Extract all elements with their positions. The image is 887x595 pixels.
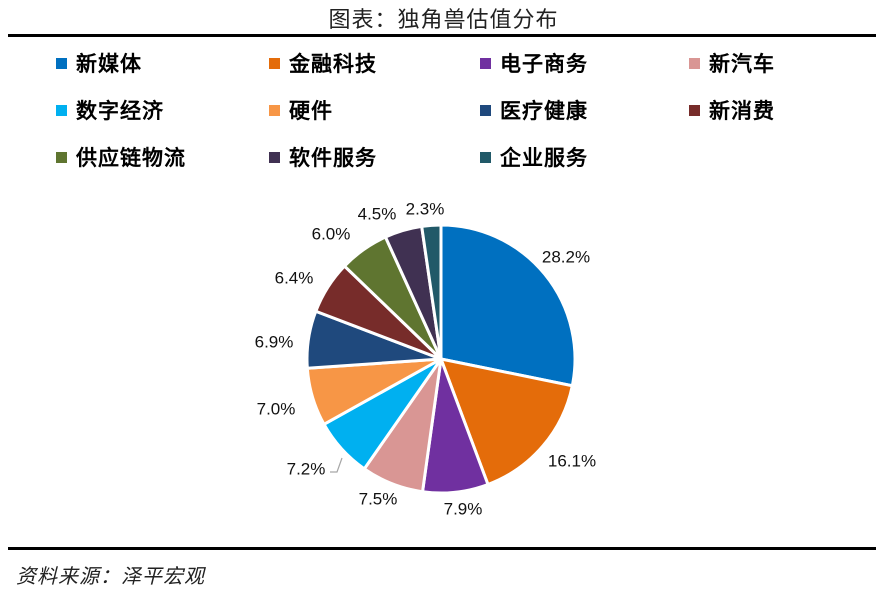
legend-swatch-icon: [56, 151, 67, 163]
legend-swatch-icon: [480, 57, 491, 69]
slice-value-label: 7.9%: [444, 499, 483, 518]
slice-value-label: 6.9%: [255, 332, 294, 351]
legend-swatch-icon: [269, 104, 280, 116]
legend-label: 金融科技: [289, 51, 377, 76]
legend-label: 新汽车: [709, 51, 775, 76]
legend-item-ecommerce: 电子商务: [480, 48, 588, 78]
pie-slice: [419, 223, 443, 360]
bottom-divider: [8, 547, 876, 550]
pie-slices: [305, 223, 577, 495]
legend-item-software-services: 软件服务: [269, 142, 377, 172]
legend-swatch-icon: [480, 151, 491, 163]
source-note: 资料来源：泽平宏观: [16, 564, 205, 588]
legend-item-new-consumption: 新消费: [689, 95, 775, 125]
legend-label: 新消费: [709, 98, 775, 123]
legend-label: 数字经济: [76, 98, 164, 123]
slice-value-label: 7.0%: [257, 399, 296, 418]
slice-value-label: 7.2%: [287, 459, 326, 478]
legend-item-supply-chain: 供应链物流: [56, 142, 186, 172]
legend-label: 医疗健康: [500, 98, 588, 123]
legend-label: 新媒体: [76, 51, 142, 76]
legend-swatch-icon: [56, 104, 67, 116]
legend-label: 硬件: [289, 98, 333, 123]
pie-slice: [439, 223, 577, 388]
legend-swatch-icon: [269, 151, 280, 163]
legend-swatch-icon: [269, 57, 280, 69]
legend-swatch-icon: [480, 104, 491, 116]
slice-value-label: 6.0%: [312, 224, 351, 243]
legend-swatch-icon: [689, 57, 700, 69]
pie-slice: [438, 356, 575, 487]
top-divider: [8, 34, 876, 37]
legend-label: 电子商务: [500, 51, 588, 76]
legend-item-new-auto: 新汽车: [689, 48, 775, 78]
legend-label: 供应链物流: [76, 145, 186, 170]
legend-item-fintech: 金融科技: [269, 48, 377, 78]
legend-swatch-icon: [689, 104, 700, 116]
legend-item-digital-economy: 数字经济: [56, 95, 164, 125]
legend-item-new-media: 新媒体: [56, 48, 142, 78]
legend-swatch-icon: [56, 57, 67, 69]
slice-value-label: 28.2%: [542, 247, 590, 266]
chart-title: 图表：独角兽估值分布: [328, 8, 559, 33]
legend-item-hardware: 硬件: [269, 95, 333, 125]
slice-value-label: 4.5%: [358, 204, 397, 223]
legend-item-healthcare: 医疗健康: [480, 95, 588, 125]
slice-value-label: 7.5%: [359, 489, 398, 508]
legend-label: 软件服务: [289, 145, 377, 170]
slice-value-label: 6.4%: [275, 268, 314, 287]
slice-value-label: 16.1%: [548, 451, 596, 470]
slice-value-label: 2.3%: [406, 199, 445, 218]
legend-label: 企业服务: [500, 145, 588, 170]
legend-item-enterprise-services: 企业服务: [480, 142, 588, 172]
leader-line: [330, 457, 343, 473]
pie-labels: 28.2% 16.1% 7.9% 7.5% 7.2% 7.0% 6.9% 6.4% 6.0% 4.…: [255, 199, 596, 518]
